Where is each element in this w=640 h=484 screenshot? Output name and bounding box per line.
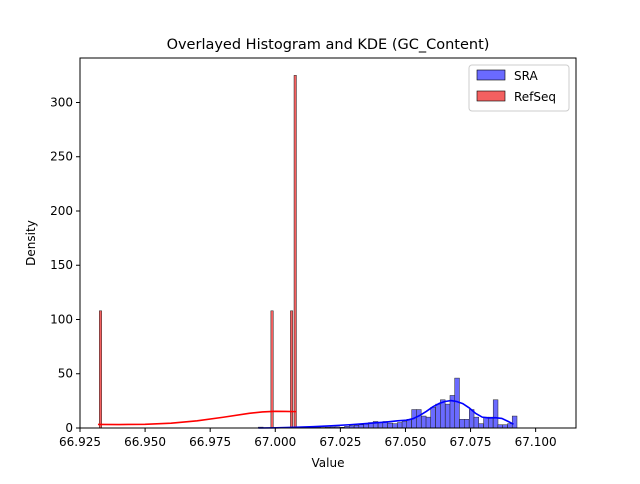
y-tick-label-1: 50 <box>58 367 73 381</box>
bar-sra-39 <box>483 416 489 429</box>
x-tick-label-6: 67.075 <box>450 435 492 449</box>
bar-sra-21 <box>397 422 403 429</box>
bar-sra-31 <box>445 403 451 429</box>
bar-sra-44 <box>507 423 513 429</box>
bar-sra-35 <box>464 419 470 429</box>
kde-curves <box>97 399 514 429</box>
y-tick-label-3: 150 <box>50 258 73 272</box>
y-tick-label-2: 100 <box>50 312 73 326</box>
x-tick-label-1: 66.950 <box>124 435 166 449</box>
bar-sra-14 <box>363 423 369 429</box>
bar-sra-19 <box>387 422 393 429</box>
x-tick-label-3: 67.000 <box>254 435 296 449</box>
bar-sra-28 <box>430 407 436 429</box>
bar-refseq-0 <box>99 310 102 429</box>
kde-line-sra <box>258 399 514 429</box>
x-tick-label-0: 66.925 <box>59 435 101 449</box>
legend-label-sra: SRA <box>514 69 538 83</box>
bar-sra-37 <box>473 416 479 429</box>
bar-sra-29 <box>435 403 441 429</box>
legend-swatch-refseq <box>476 90 506 102</box>
x-axis-label: Value <box>312 456 345 470</box>
plot-area <box>79 57 577 429</box>
bar-sra-20 <box>392 423 398 429</box>
y-axis-ticks: 0 50 100 150 200 250 300 <box>50 95 80 435</box>
legend: SRA RefSeq <box>468 64 570 112</box>
chart-title: Overlayed Histogram and KDE (GC_Content) <box>167 37 490 53</box>
bar-sra-30 <box>440 399 446 429</box>
bar-sra-40 <box>488 416 494 429</box>
bar-refseq-3 <box>293 75 297 429</box>
bar-refseq-1 <box>270 310 274 429</box>
y-tick-label-0: 0 <box>65 421 73 435</box>
x-tick-label-5: 67.050 <box>384 435 426 449</box>
legend-swatch-sra <box>476 69 506 81</box>
legend-label-refseq: RefSeq <box>514 90 556 104</box>
bar-sra-41 <box>492 399 499 429</box>
bar-sra-17 <box>377 422 384 429</box>
bar-sra-34 <box>459 419 465 429</box>
kde-line-refseq <box>97 410 297 426</box>
y-tick-label-6: 300 <box>50 95 73 109</box>
x-tick-label-7: 67.100 <box>515 435 557 449</box>
y-tick-label-4: 200 <box>50 204 73 218</box>
bar-refseq-2 <box>290 310 294 429</box>
histogram-bars <box>99 75 518 429</box>
x-axis-ticks: 66.925 66.950 66.975 67.000 67.025 67.050 67.0… <box>59 428 557 449</box>
bar-sra-38 <box>478 423 484 429</box>
bar-sra-26 <box>421 415 427 429</box>
bar-sra-27 <box>425 416 432 429</box>
x-tick-label-4: 67.025 <box>319 435 361 449</box>
x-tick-label-2: 66.975 <box>189 435 231 449</box>
y-tick-label-5: 250 <box>50 150 73 164</box>
bar-sra-22 <box>401 421 408 429</box>
bar-sra-45 <box>511 415 518 429</box>
bar-sra-25 <box>416 409 422 429</box>
y-axis-label: Density <box>24 220 38 266</box>
